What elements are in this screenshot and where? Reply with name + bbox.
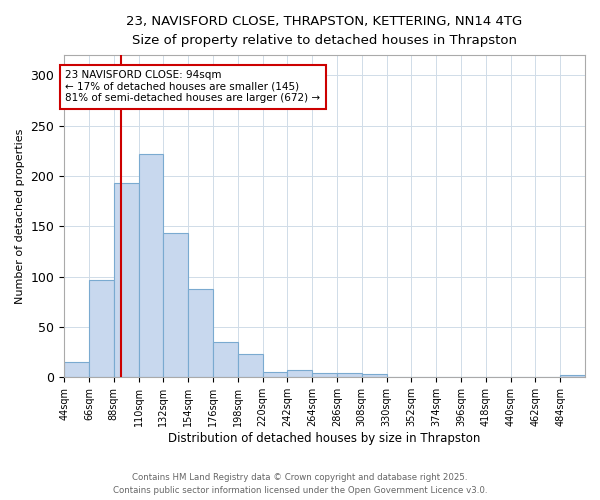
Bar <box>163 234 188 378</box>
Bar <box>139 154 163 378</box>
Bar <box>560 376 585 378</box>
Title: 23, NAVISFORD CLOSE, THRAPSTON, KETTERING, NN14 4TG
Size of property relative to: 23, NAVISFORD CLOSE, THRAPSTON, KETTERIN… <box>127 15 523 47</box>
Text: 23 NAVISFORD CLOSE: 94sqm
← 17% of detached houses are smaller (145)
81% of semi: 23 NAVISFORD CLOSE: 94sqm ← 17% of detac… <box>65 70 320 103</box>
Bar <box>238 354 263 378</box>
Text: Contains HM Land Registry data © Crown copyright and database right 2025.
Contai: Contains HM Land Registry data © Crown c… <box>113 474 487 495</box>
Bar <box>287 370 312 378</box>
Bar <box>188 288 213 378</box>
Bar <box>312 374 337 378</box>
Bar <box>337 374 362 378</box>
X-axis label: Distribution of detached houses by size in Thrapston: Distribution of detached houses by size … <box>169 432 481 445</box>
Y-axis label: Number of detached properties: Number of detached properties <box>15 128 25 304</box>
Bar <box>263 372 287 378</box>
Bar <box>213 342 238 378</box>
Bar <box>114 183 139 378</box>
Bar <box>64 362 89 378</box>
Bar <box>362 374 386 378</box>
Bar <box>89 280 114 378</box>
